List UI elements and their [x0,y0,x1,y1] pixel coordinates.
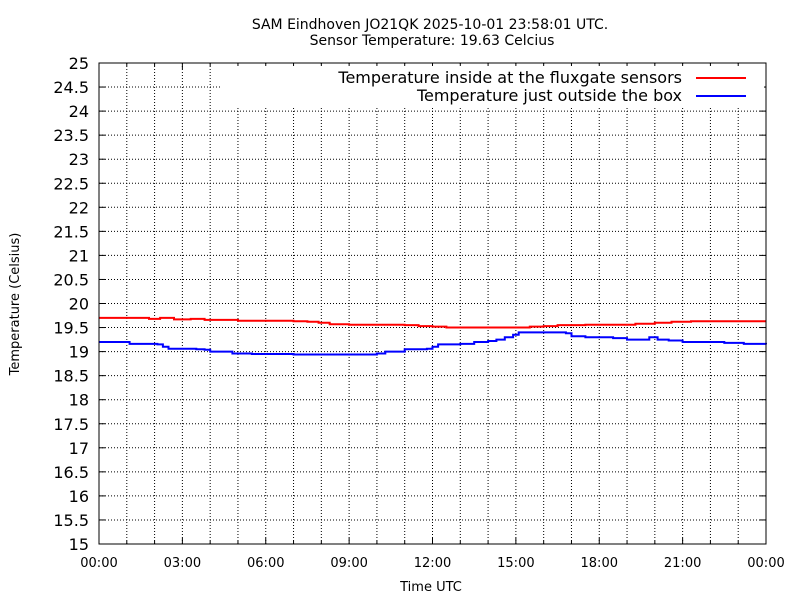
y-tick-label: 22 [69,198,89,217]
plot-border [98,62,767,545]
y-tick-label: 16 [69,487,89,506]
y-tick-label: 18 [69,391,89,410]
y-tick-label: 24 [69,102,89,121]
x-tick-label: 00:00 [747,556,784,571]
y-tick-label: 15 [69,535,89,554]
y-tick-label: 25 [69,54,89,73]
chart-title: SAM Eindhoven JO21QK 2025-10-01 23:58:01… [252,17,608,33]
x-tick-label: 06:00 [247,556,284,571]
series-line-outside [99,331,767,356]
x-axis-label: Time UTC [399,580,462,595]
y-tick-label: 19.5 [53,319,89,338]
legend-entry-label: Temperature inside at the fluxgate senso… [337,68,682,87]
y-tick-label: 24.5 [53,78,89,97]
y-tick-label: 21 [69,246,89,265]
y-tick-label: 20.5 [53,270,89,289]
y-tick-label: 22.5 [53,174,89,193]
y-tick-label: 19 [69,343,89,362]
legend-entry-label: Temperature just outside the box [416,86,682,105]
y-tick-label: 18.5 [53,367,89,386]
chart-subtitle: Sensor Temperature: 19.63 Celcius [310,33,555,49]
y-tick-label: 15.5 [53,511,89,530]
legend: Temperature inside at the fluxgate senso… [222,66,764,106]
x-tick-label: 15:00 [497,556,534,571]
y-tick-label: 21.5 [53,222,89,241]
y-axis-ticks: 15 15.5 16 16.5 17 17.5 18 18.5 19 19.5 20 20.5 21 21… [53,54,766,554]
x-tick-label: 03:00 [164,556,201,571]
legend-background [222,66,764,106]
series-line-inside [99,316,766,329]
x-tick-label: 09:00 [330,556,367,571]
series-lines [99,316,767,356]
x-tick-label: 21:00 [664,556,701,571]
x-axis-ticks: 00:00 03:00 06:00 09:00 12:00 15:00 18:00 21:00… [80,63,785,571]
y-tick-label: 16.5 [53,463,89,482]
x-tick-label: 18:00 [581,556,618,571]
y-tick-label: 23 [69,150,89,169]
y-tick-label: 17 [69,439,89,458]
grid-lines [99,63,766,544]
y-tick-label: 23.5 [53,126,89,145]
y-tick-label: 20 [69,295,89,314]
x-tick-label: 12:00 [414,556,451,571]
y-axis-label: Temperature (Celsius) [8,233,23,377]
y-tick-label: 17.5 [53,415,89,434]
x-tick-label: 00:00 [80,556,117,571]
